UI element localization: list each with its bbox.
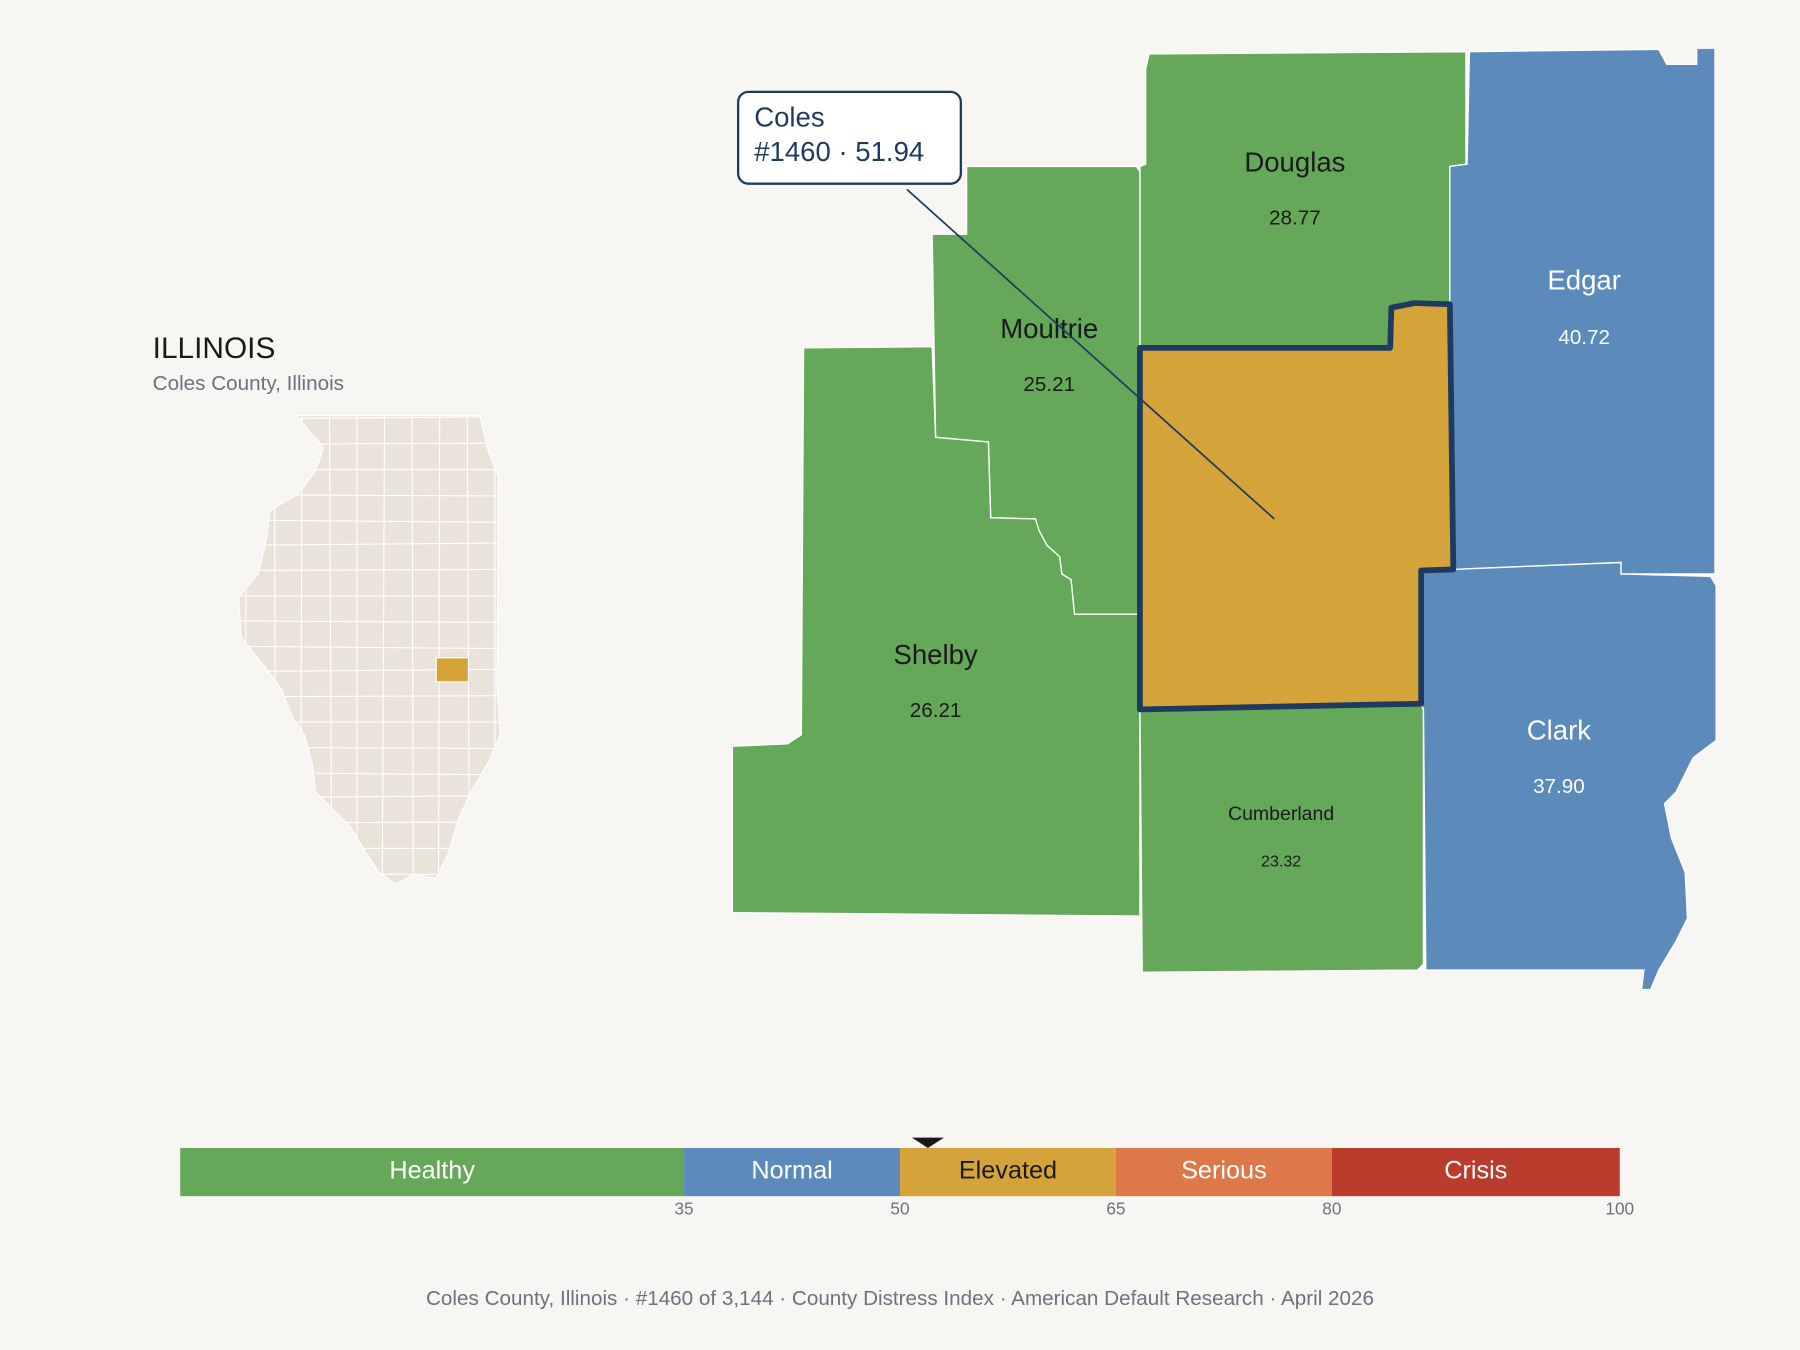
county-border	[238, 542, 501, 546]
county-name: Clark	[1527, 715, 1592, 746]
scale-segment-label: Healthy	[389, 1157, 475, 1185]
scale-segment	[180, 1147, 685, 1197]
county-border	[437, 415, 441, 884]
scale-segment	[684, 1147, 900, 1197]
county[interactable]	[1139, 703, 1425, 974]
scale-marker	[911, 1137, 944, 1148]
state-title: ILLINOIS	[153, 332, 276, 365]
county-name: Shelby	[893, 639, 977, 670]
scale-segment-label: Crisis	[1444, 1157, 1507, 1185]
county-map: Douglas28.77Edgar40.72Moultrie25.21Shelb…	[731, 47, 1717, 991]
county-border	[238, 519, 501, 523]
scale-tick-label: 100	[1605, 1198, 1634, 1218]
state-minimap	[238, 414, 502, 885]
footer: Coles County, Illinois · #1460 of 3,144 …	[426, 1287, 1374, 1310]
county[interactable]	[1449, 47, 1716, 575]
county[interactable]	[1420, 561, 1717, 991]
scale-segment-label: Elevated	[959, 1157, 1057, 1185]
callout-name: Coles	[754, 102, 824, 133]
county-border	[381, 415, 386, 884]
scale-tick-label: 50	[890, 1198, 909, 1218]
callout-leader	[906, 188, 1275, 520]
county-value: 28.77	[1269, 207, 1321, 230]
county-name: Cumberland	[1228, 803, 1334, 825]
county-name: Douglas	[1244, 146, 1345, 177]
county-value: 25.21	[1023, 373, 1075, 396]
scale-segment-label: Normal	[751, 1157, 832, 1185]
county-value: 37.90	[1533, 775, 1585, 798]
scale-segment	[1331, 1147, 1620, 1197]
county-border	[411, 415, 414, 884]
county-value: 40.72	[1558, 326, 1610, 349]
scale-tick-label: 80	[1322, 1198, 1341, 1218]
state-subtitle: Coles County, Illinois	[153, 372, 344, 395]
county-name: Edgar	[1547, 265, 1621, 296]
county-border	[238, 568, 501, 572]
scale-bar: Healthy Normal Elevated Serious Crisis 35 50 65…	[180, 1137, 1634, 1218]
scale-segment-label: Serious	[1181, 1157, 1267, 1185]
scale-tick-label: 65	[1106, 1198, 1125, 1218]
county-border	[238, 620, 501, 623]
callout-detail: #1460 · 51.94	[754, 136, 924, 167]
callout-box	[736, 90, 962, 185]
highlight-county	[435, 657, 469, 683]
scale-segment	[1115, 1147, 1332, 1197]
county-border	[238, 645, 501, 650]
county[interactable]	[731, 345, 1141, 917]
scale-segment	[900, 1147, 1116, 1197]
county-value: 23.32	[1261, 852, 1301, 870]
county-value: 26.21	[910, 699, 962, 722]
selected-county[interactable]	[1137, 300, 1457, 713]
scale-tick-label: 35	[674, 1198, 693, 1218]
